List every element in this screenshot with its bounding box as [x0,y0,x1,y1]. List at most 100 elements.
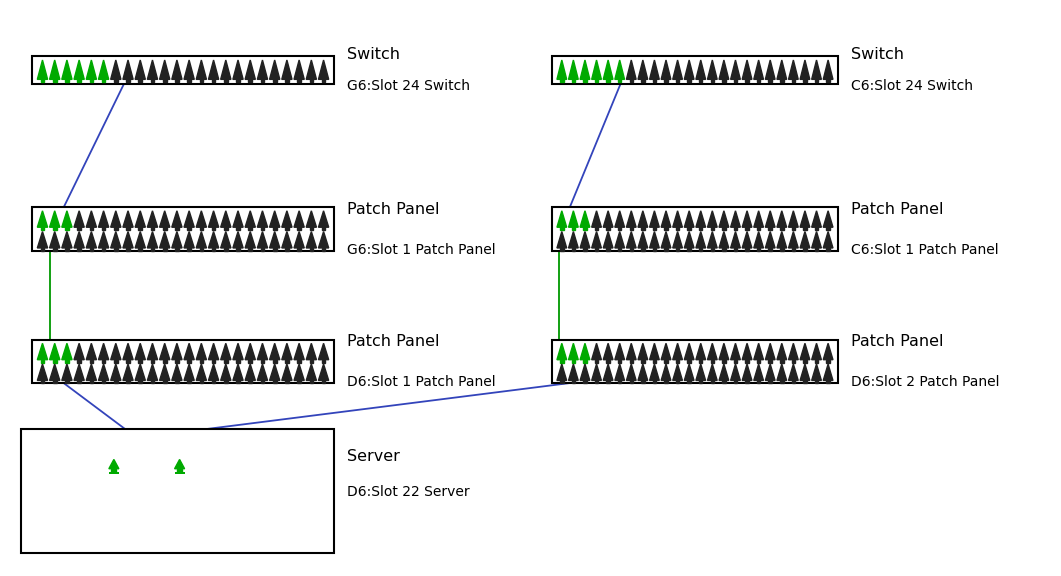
Polygon shape [258,232,267,248]
Polygon shape [780,380,783,384]
Polygon shape [557,364,567,380]
Polygon shape [285,359,289,363]
Polygon shape [285,228,289,230]
Polygon shape [815,248,818,251]
Polygon shape [734,79,737,82]
Polygon shape [114,248,118,251]
Polygon shape [208,232,219,248]
Polygon shape [199,248,204,251]
Polygon shape [673,343,682,359]
Polygon shape [607,79,610,82]
Polygon shape [172,343,182,359]
Polygon shape [53,359,56,363]
Polygon shape [595,79,598,82]
Polygon shape [62,364,72,380]
Polygon shape [792,380,795,384]
Text: C6:Slot 1 Patch Panel: C6:Slot 1 Patch Panel [851,243,998,257]
Polygon shape [699,380,702,384]
Polygon shape [258,343,267,359]
Polygon shape [135,343,145,359]
Polygon shape [147,60,158,79]
Polygon shape [269,232,280,248]
Polygon shape [102,380,105,384]
Polygon shape [557,60,567,79]
Polygon shape [89,79,93,82]
Polygon shape [221,364,231,380]
Polygon shape [310,248,313,251]
Polygon shape [684,343,694,359]
Polygon shape [199,79,204,82]
Bar [109,472,119,474]
Polygon shape [62,343,72,359]
Polygon shape [753,232,764,248]
Polygon shape [199,228,204,230]
Polygon shape [232,60,243,79]
Polygon shape [172,232,182,248]
Polygon shape [273,359,277,363]
Polygon shape [269,343,280,359]
Polygon shape [629,380,633,384]
Polygon shape [212,380,215,384]
Polygon shape [184,232,194,248]
Polygon shape [580,232,590,248]
Polygon shape [756,228,761,230]
Polygon shape [827,380,830,384]
Polygon shape [661,211,671,228]
Polygon shape [614,60,625,79]
Polygon shape [676,228,679,230]
Polygon shape [653,380,656,384]
Polygon shape [614,232,625,248]
Polygon shape [592,343,602,359]
Polygon shape [572,380,575,384]
Polygon shape [37,232,48,248]
Polygon shape [638,232,647,248]
Polygon shape [699,248,702,251]
Polygon shape [629,248,633,251]
Polygon shape [711,79,714,82]
Polygon shape [110,343,121,359]
Polygon shape [37,60,48,79]
Polygon shape [743,60,752,79]
Polygon shape [307,364,316,380]
Polygon shape [221,232,231,248]
Polygon shape [756,248,761,251]
Polygon shape [62,211,72,228]
Polygon shape [40,228,45,230]
Polygon shape [269,211,280,228]
Polygon shape [664,380,667,384]
Polygon shape [282,60,292,79]
Polygon shape [768,228,772,230]
Polygon shape [557,211,567,228]
Polygon shape [162,79,167,82]
Polygon shape [297,248,301,251]
Polygon shape [40,79,45,82]
Polygon shape [138,79,142,82]
Polygon shape [684,211,694,228]
Polygon shape [676,380,679,384]
Polygon shape [777,232,786,248]
Polygon shape [734,228,737,230]
Polygon shape [653,79,656,82]
Polygon shape [777,364,786,380]
Polygon shape [147,364,158,380]
Polygon shape [224,380,228,384]
Polygon shape [688,380,691,384]
Polygon shape [65,359,69,363]
Polygon shape [629,79,633,82]
Polygon shape [618,248,622,251]
Polygon shape [258,60,267,79]
Polygon shape [661,343,671,359]
Polygon shape [765,60,776,79]
Polygon shape [756,79,761,82]
Polygon shape [708,232,717,248]
Polygon shape [788,211,798,228]
Polygon shape [580,211,590,228]
Polygon shape [676,79,679,82]
Polygon shape [114,380,118,384]
Polygon shape [175,380,178,384]
Polygon shape [99,232,108,248]
Polygon shape [649,232,659,248]
Polygon shape [673,232,682,248]
Polygon shape [50,364,59,380]
Polygon shape [188,79,191,82]
